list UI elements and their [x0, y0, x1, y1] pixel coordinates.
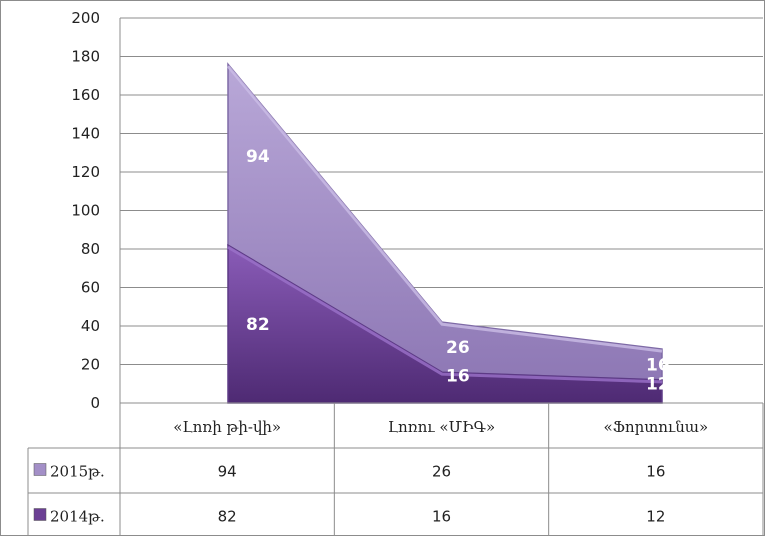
table-cell: 16 — [646, 463, 665, 481]
legend-swatch — [33, 508, 47, 521]
table-cell: 26 — [432, 463, 451, 481]
table-cell: 16 — [432, 508, 451, 526]
legend-label: 2014թ. — [50, 508, 105, 526]
table-cell: 82 — [218, 508, 237, 526]
y-tick-label: 100 — [71, 202, 100, 220]
data-label-2014: 82 — [246, 315, 270, 335]
series-2015-ridge — [226, 65, 663, 353]
y-tick-label: 200 — [71, 9, 100, 27]
y-tick-label: 140 — [71, 125, 100, 143]
y-tick-label: 20 — [81, 356, 100, 374]
table-cell: 94 — [218, 463, 237, 481]
data-label-2015: 16 — [646, 356, 670, 376]
x-category-label: «Ֆորտունա» — [603, 418, 708, 436]
y-tick-label: 160 — [71, 86, 100, 104]
y-tick-label: 40 — [81, 317, 100, 335]
x-category-label: «Լոռի թի-վի» — [173, 418, 281, 436]
data-label-2014: 16 — [446, 367, 470, 387]
y-tick-label: 180 — [71, 48, 100, 66]
series-2014-ridge — [227, 245, 663, 384]
legend-label: 2015թ. — [50, 463, 105, 481]
y-tick-label: 60 — [81, 279, 100, 297]
legend-swatch — [33, 463, 47, 476]
data-label-2015: 94 — [246, 147, 270, 167]
y-tick-label: 120 — [71, 163, 100, 181]
table-cell: 12 — [646, 508, 665, 526]
y-tick-label: 80 — [81, 240, 100, 258]
y-tick-label: 0 — [90, 394, 100, 412]
data-label-2014: 12 — [646, 374, 670, 394]
x-category-label: Լոռու «ՄԻԳ» — [388, 418, 495, 436]
data-label-2015: 26 — [446, 338, 470, 358]
